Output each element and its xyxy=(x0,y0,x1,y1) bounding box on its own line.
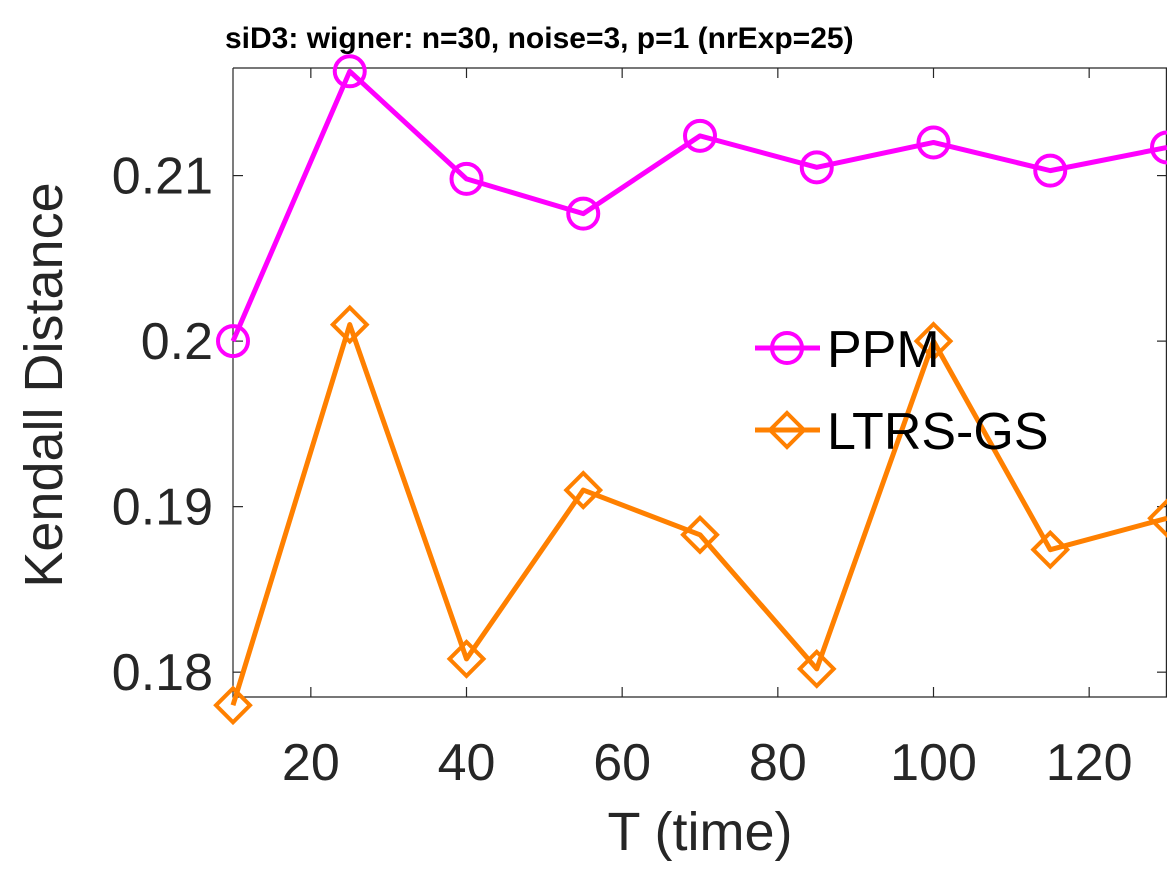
data-point-ppm xyxy=(1150,130,1167,165)
data-point-ltrs-gs xyxy=(1147,498,1167,539)
x-tick-label: 20 xyxy=(282,734,340,792)
series-line-ppm xyxy=(230,68,1167,343)
tick-labels: 20 40 60 80 100 120 0.18 0.19 0.2 0.21 xyxy=(112,148,1133,792)
data-point-ppm xyxy=(683,118,717,153)
legend-label-ltrs-gs: LTRS-GS xyxy=(827,403,1049,461)
x-tick-label: 120 xyxy=(1046,734,1133,792)
x-tick-label: 80 xyxy=(749,734,807,792)
y-tick-label: 0.18 xyxy=(112,644,213,702)
y-axis-label: Kendall Distance xyxy=(14,182,74,587)
axes xyxy=(232,67,1167,698)
data-point-ppm xyxy=(449,161,484,196)
data-point-ltrs-gs xyxy=(680,514,720,555)
data-point-ltrs-gs xyxy=(213,685,253,726)
x-tick-label: 40 xyxy=(438,734,496,792)
data-point-ppm xyxy=(332,54,367,89)
legend: PPM LTRS-GS xyxy=(755,321,1049,461)
y-tick-label: 0.2 xyxy=(141,313,213,371)
data-point-ltrs-gs xyxy=(796,649,837,689)
data-point-ppm xyxy=(216,324,250,359)
x-axis-label: T (time) xyxy=(608,802,793,862)
legend-marker-ltrs-gs xyxy=(767,410,807,450)
x-tick-label: 100 xyxy=(890,734,977,792)
data-point-ltrs-gs xyxy=(446,639,487,679)
data-point-ltrs-gs xyxy=(563,470,604,510)
legend-label-ppm: PPM xyxy=(827,321,940,379)
y-tick-label: 0.21 xyxy=(112,148,213,206)
data-point-ppm xyxy=(916,125,951,160)
data-point-ppm xyxy=(566,196,601,231)
chart-title: siD3: wigner: n=30, noise=3, p=1 (nrExp=… xyxy=(225,22,854,55)
x-tick-label: 60 xyxy=(593,734,651,792)
axis-box xyxy=(232,68,1167,698)
data-point-ltrs-gs xyxy=(1030,529,1071,570)
series-layer xyxy=(213,54,1167,726)
data-point-ltrs-gs xyxy=(913,321,954,361)
data-point-ppm xyxy=(799,150,834,185)
series-ppm xyxy=(216,54,1167,359)
legend-marker-ppm xyxy=(770,331,804,365)
y-tick-label: 0.19 xyxy=(112,479,213,537)
series-line-ltrs-gs xyxy=(230,322,1167,707)
series-ltrs-gs xyxy=(213,304,1167,726)
data-point-ltrs-gs xyxy=(329,304,370,345)
data-point-ppm xyxy=(1033,153,1068,188)
